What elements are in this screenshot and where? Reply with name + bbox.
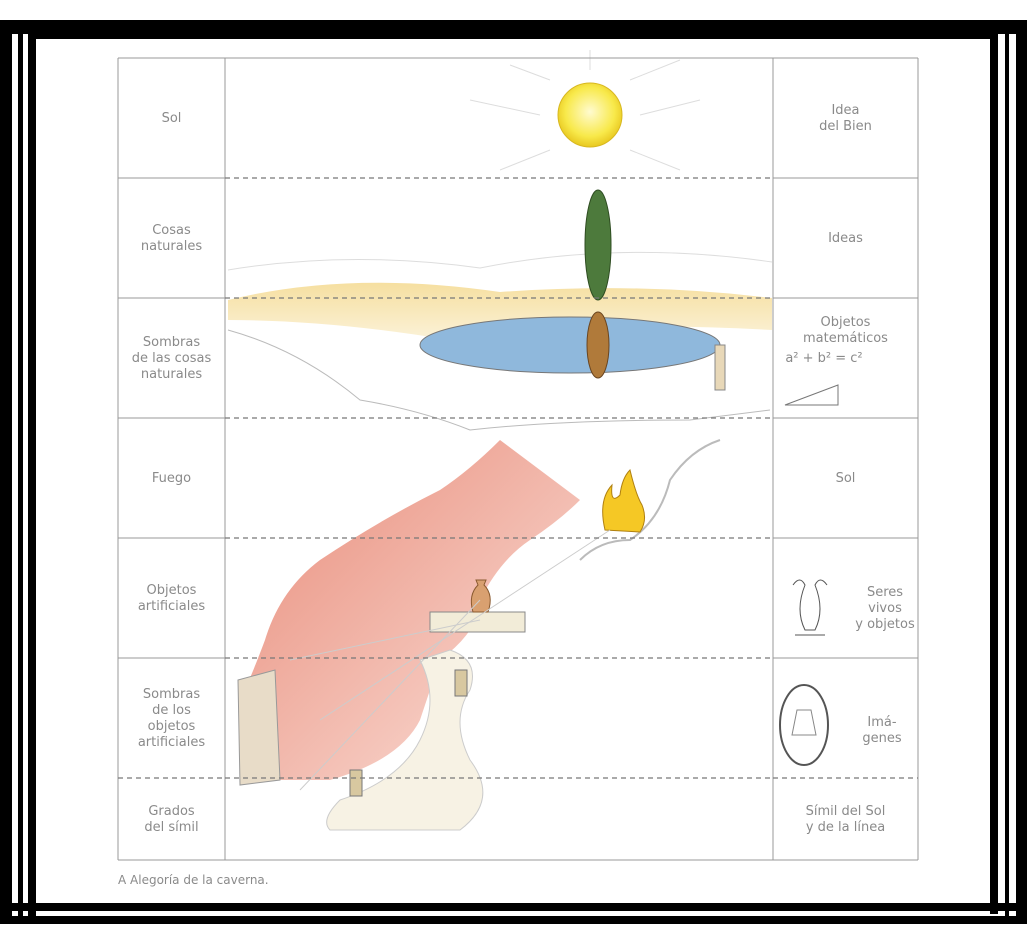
right-label: y objetos — [855, 617, 915, 632]
left-label: Sombras — [143, 687, 200, 702]
left-label: Sombras — [143, 335, 200, 350]
right-label: y de la línea — [806, 820, 885, 835]
left-label: de los — [152, 703, 191, 718]
left-label: Fuego — [152, 471, 191, 486]
illustration — [228, 50, 772, 830]
right-label: genes — [862, 731, 901, 746]
left-label: artificiales — [138, 599, 206, 614]
left-label: artificiales — [138, 735, 206, 750]
right-label: Símil del Sol — [806, 804, 886, 819]
left-label: Grados — [148, 804, 195, 819]
right-label: Sol — [836, 471, 856, 486]
left-label: del símil — [144, 820, 198, 835]
left-label: objetos — [148, 719, 196, 734]
right-label: Seres — [867, 585, 903, 600]
right-label: Objetos — [821, 315, 871, 330]
left-label: Objetos — [147, 583, 197, 598]
right-label: Idea — [831, 103, 859, 118]
figure: SolIdeadel BienCosasnaturalesIdeasSombra… — [0, 0, 1027, 924]
right-label: Imá- — [867, 715, 896, 730]
right-label: matemáticos — [803, 331, 888, 346]
left-label: de las cosas — [132, 351, 212, 366]
icons — [780, 385, 838, 765]
page: {"rows": [ {"left": ["Sol"], "right": ["… — [0, 0, 1027, 924]
left-label: Sol — [162, 111, 182, 126]
left-label: naturales — [141, 239, 202, 254]
right-label: del Bien — [819, 119, 872, 134]
right-label: a² + b² = c² — [785, 351, 862, 366]
left-label: naturales — [141, 367, 202, 382]
left-label: Cosas — [152, 223, 191, 238]
right-label: vivos — [868, 601, 902, 616]
right-label: Ideas — [828, 231, 863, 246]
caption: A Alegoría de la caverna. — [118, 873, 269, 887]
